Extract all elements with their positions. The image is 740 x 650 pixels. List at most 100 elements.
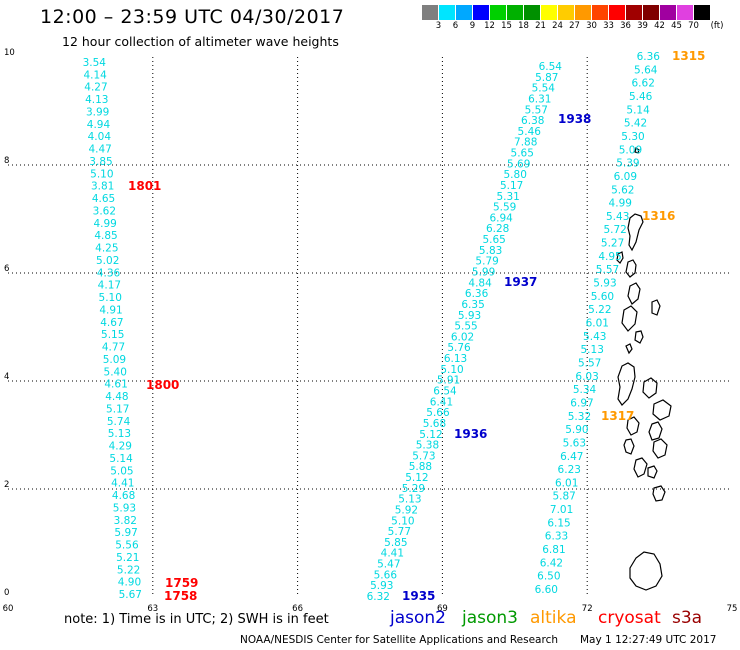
wave-height-label: 4.68 — [112, 490, 135, 502]
wave-height-label: 5.67 — [119, 589, 142, 601]
footer-timestamp: May 1 12:27:49 UTC 2017 — [580, 634, 717, 646]
scale-swatch — [677, 5, 694, 20]
scale-label: 3 — [435, 21, 442, 31]
wave-height-label: 5.13 — [581, 344, 604, 356]
wave-height-label: 4.41 — [381, 548, 404, 560]
wave-height-label: 4.36 — [97, 267, 121, 279]
wave-height-label: 5.88 — [409, 461, 432, 473]
wave-height-label: 5.09 — [619, 144, 642, 156]
wave-height-label: 7.01 — [550, 504, 573, 516]
wave-height-label: 6.31 — [528, 93, 551, 105]
wave-height-label: 5.14 — [626, 104, 650, 116]
wave-height-label: 5.05 — [110, 465, 133, 477]
wave-height-label: 5.87 — [535, 72, 558, 84]
wave-height-label: 5.59 — [493, 202, 516, 214]
scale-swatch — [456, 5, 473, 20]
wave-height-label: 4.48 — [105, 391, 128, 403]
wave-height-label: 5.12 — [405, 472, 428, 484]
wave-height-label: 6.36 — [637, 51, 661, 63]
wave-height-label: 5.64 — [634, 64, 658, 76]
scale-swatch — [609, 5, 626, 20]
legend-altika: altika — [530, 608, 577, 628]
scale-label: 45 — [671, 21, 682, 31]
wave-height-label: 5.80 — [504, 169, 527, 181]
wave-height-label: 4.61 — [104, 379, 127, 391]
wave-height-label: 5.10 — [99, 292, 122, 304]
land-outline — [621, 305, 638, 332]
scale-swatch — [558, 5, 575, 20]
wave-height-label: 6.32 — [367, 591, 390, 603]
wave-height-label: 6.47 — [560, 451, 583, 463]
wave-height-label: 6.62 — [632, 78, 655, 90]
time-label: 1315 — [672, 49, 705, 63]
wave-height-label: 5.40 — [104, 366, 127, 378]
wave-height-label: 5.55 — [454, 321, 477, 333]
scale-swatch — [422, 5, 439, 20]
wave-height-label: 5.97 — [114, 527, 137, 539]
scale-label: 30 — [586, 21, 597, 31]
wave-height-label: 5.02 — [96, 255, 119, 267]
land-outline — [634, 147, 640, 154]
wave-height-label: 5.72 — [603, 224, 626, 236]
scale-label: 42 — [654, 21, 665, 31]
wave-height-label: 5.10 — [90, 168, 113, 180]
y-tick-label: 2 — [4, 480, 9, 490]
wave-height-label: 5.83 — [479, 245, 502, 257]
wave-height-label: 4.77 — [102, 342, 125, 354]
wave-height-label: 6.36 — [465, 288, 489, 300]
wave-height-label: 6.97 — [570, 397, 593, 409]
wave-height-label: 6.60 — [535, 584, 558, 596]
wave-height-label: 5.91 — [437, 375, 460, 387]
wave-height-label: 5.39 — [616, 158, 639, 170]
wave-height-label: 4.13 — [85, 94, 108, 106]
scale-swatch — [439, 5, 456, 20]
wave-height-label: 4.04 — [88, 131, 112, 143]
wave-height-label: 6.33 — [545, 531, 568, 543]
wave-height-label: 5.57 — [596, 264, 619, 276]
wave-height-label: 6.38 — [521, 115, 544, 127]
color-scale-bar — [422, 5, 711, 20]
note-text: note: 1) Time is in UTC; 2) SWH is in fe… — [64, 612, 329, 627]
wave-height-label: 5.57 — [525, 104, 548, 116]
wave-height-label: 5.68 — [423, 418, 446, 430]
land-outline — [648, 421, 663, 441]
scale-swatch — [541, 5, 558, 20]
wave-height-label: 5.66 — [374, 569, 398, 581]
scale-label: 15 — [501, 21, 512, 31]
wave-height-label: 5.69 — [507, 158, 530, 170]
wave-height-label: 5.93 — [370, 580, 393, 592]
land-outline — [652, 399, 672, 421]
time-label: 1758 — [164, 589, 197, 603]
land-outline — [625, 259, 637, 278]
footer-credit: NOAA/NESDIS Center for Satellite Applica… — [240, 634, 558, 646]
wave-height-label: 4.47 — [88, 144, 111, 156]
land-outline — [617, 362, 636, 406]
wave-height-label: 5.90 — [565, 424, 588, 436]
scale-label: 21 — [535, 21, 546, 31]
wave-height-label: 5.32 — [568, 411, 591, 423]
wave-height-label: 5.27 — [601, 238, 624, 250]
wave-height-label: 3.99 — [86, 106, 109, 118]
wave-height-label: 5.13 — [108, 428, 131, 440]
scale-swatch — [473, 5, 490, 20]
wave-height-label: 5.15 — [101, 329, 124, 341]
wave-height-label: 5.73 — [412, 450, 435, 462]
wave-height-label: 6.35 — [461, 299, 484, 311]
wave-height-label: 3.54 — [83, 57, 107, 69]
wave-height-label: 5.92 — [395, 504, 418, 516]
land-outline — [626, 416, 640, 436]
land-outline — [651, 299, 661, 316]
wave-height-label: 5.93 — [458, 310, 481, 322]
y-tick-label: 0 — [4, 588, 9, 598]
wave-height-label: 5.46 — [518, 126, 542, 138]
wave-height-label: 5.76 — [447, 342, 471, 354]
wave-height-label: 4.84 — [468, 277, 492, 289]
wave-height-label: 6.23 — [558, 464, 581, 476]
scale-label: 9 — [469, 21, 476, 31]
wave-height-label: 5.09 — [103, 354, 126, 366]
wave-height-label: 5.46 — [629, 91, 653, 103]
scale-swatch — [490, 5, 507, 20]
land-outline — [629, 551, 663, 591]
land-outline — [652, 485, 666, 502]
legend-jason3: jason3 — [462, 608, 518, 628]
